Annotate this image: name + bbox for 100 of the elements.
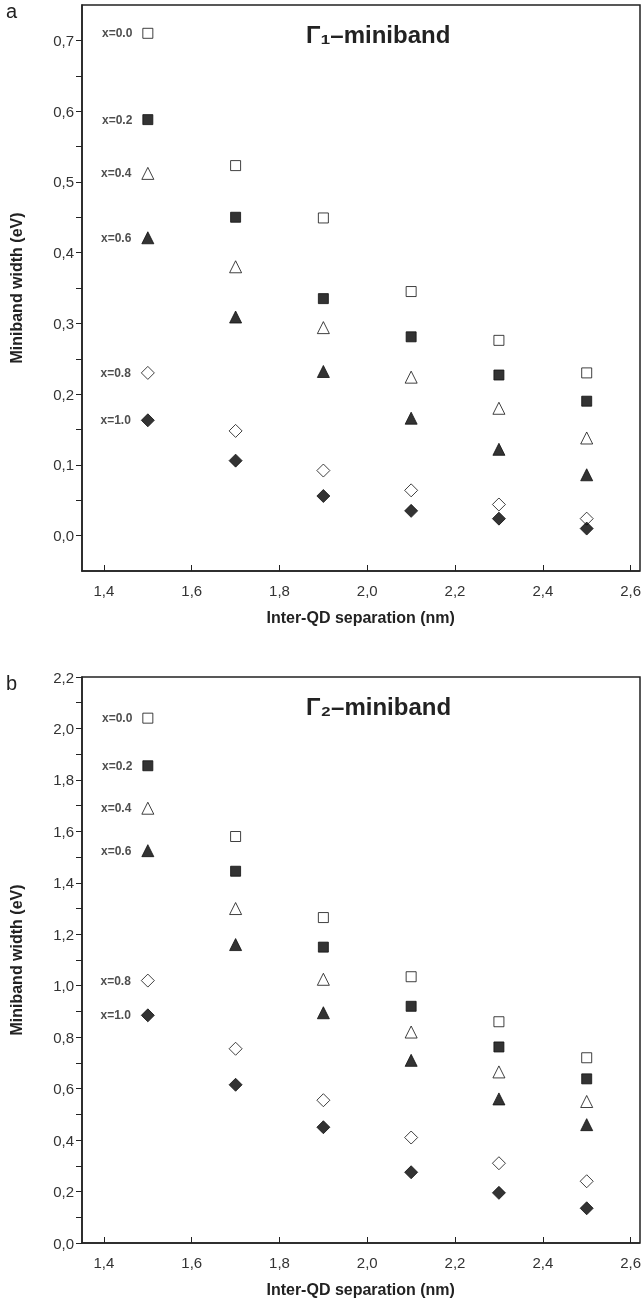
- series-label: x=0.4: [100, 166, 132, 181]
- point: [579, 1174, 594, 1189]
- series-label: x=1.0: [100, 413, 132, 428]
- x-tick-label: 1,6: [181, 1254, 203, 1271]
- x-tick-label: 2,0: [356, 1254, 378, 1271]
- y-tick-label: 0,7: [53, 31, 74, 49]
- point: [491, 1156, 506, 1171]
- x-tick-label: 2,2: [444, 1254, 466, 1271]
- point: [492, 401, 506, 415]
- point: [491, 511, 506, 526]
- point: [491, 1185, 506, 1200]
- x-tick-label: 1,6: [181, 582, 203, 599]
- point: [492, 442, 506, 456]
- y-tick-label: 0,6: [53, 1080, 74, 1098]
- y-tick-label: 0,4: [53, 244, 74, 262]
- x-tick-label: 1,4: [93, 1254, 115, 1271]
- point: [580, 431, 594, 445]
- y-axis-title: Miniband width (eV): [7, 212, 25, 364]
- point: [317, 912, 329, 924]
- point: [230, 160, 242, 172]
- point: [580, 468, 594, 482]
- y-tick-label: 0,3: [53, 314, 74, 332]
- x-axis-title: Inter-QD separation (nm): [266, 1280, 455, 1298]
- point: [492, 1092, 506, 1106]
- point: [493, 369, 505, 381]
- series-label: x=0.2: [101, 758, 133, 773]
- point: [493, 334, 505, 346]
- point: [316, 1093, 331, 1108]
- point: [142, 27, 154, 39]
- point: [317, 941, 329, 953]
- text: Γ₁–miniband: [306, 20, 451, 48]
- y-tick-label: 0,1: [53, 456, 74, 474]
- point: [404, 1165, 419, 1180]
- point: [492, 1065, 506, 1079]
- point: [316, 364, 330, 378]
- point: [581, 1073, 593, 1085]
- point: [229, 310, 243, 324]
- point: [142, 712, 154, 724]
- x-tick-label: 2,6: [620, 582, 641, 599]
- x-tick-label: 2,2: [444, 582, 466, 599]
- text: a: [6, 0, 18, 22]
- point: [228, 1041, 243, 1056]
- y-tick-label: 1,6: [53, 822, 74, 840]
- y-tick-label: 0,6: [53, 102, 74, 120]
- x-tick-label: 1,8: [269, 1254, 290, 1271]
- series-label: x=0.4: [100, 801, 132, 816]
- point: [405, 286, 417, 298]
- point: [405, 331, 417, 343]
- series-label: x=0.8: [100, 973, 132, 988]
- point: [228, 453, 243, 468]
- point: [229, 260, 243, 274]
- x-tick-label: 2,4: [532, 1254, 554, 1271]
- point: [229, 902, 243, 916]
- point: [404, 1025, 418, 1039]
- series-label: x=0.0: [101, 711, 133, 726]
- text: b: [6, 672, 18, 694]
- point: [317, 212, 329, 224]
- y-tick-label: 0,5: [53, 173, 74, 191]
- point: [141, 231, 155, 245]
- point: [493, 1016, 505, 1028]
- y-tick-label: 1,4: [53, 874, 74, 892]
- point: [228, 1077, 243, 1092]
- text: Γ₂–miniband: [306, 692, 452, 720]
- x-tick-label: 2,4: [532, 582, 554, 599]
- point: [316, 972, 330, 986]
- point: [493, 1041, 505, 1053]
- point: [579, 511, 594, 526]
- y-tick-label: 2,2: [53, 668, 74, 686]
- x-tick-label: 1,8: [269, 582, 290, 599]
- y-tick-label: 0,8: [53, 1028, 74, 1046]
- point: [142, 114, 154, 126]
- point: [404, 1053, 418, 1067]
- point: [140, 365, 155, 380]
- point: [581, 367, 593, 379]
- point: [230, 865, 242, 877]
- point: [230, 211, 242, 223]
- point: [580, 1095, 594, 1108]
- series-label: x=1.0: [100, 1008, 132, 1023]
- point: [404, 411, 418, 425]
- point: [140, 1008, 155, 1023]
- y-tick-label: 1,2: [53, 925, 74, 943]
- point: [404, 1130, 419, 1145]
- point: [581, 395, 593, 407]
- y-tick-label: 0,4: [53, 1131, 74, 1149]
- point: [491, 497, 506, 512]
- point: [228, 423, 243, 438]
- point: [229, 938, 243, 952]
- y-tick-label: 1,8: [53, 771, 74, 789]
- x-tick-label: 1,4: [93, 582, 115, 599]
- y-tick-label: 0,0: [53, 527, 74, 545]
- point: [140, 413, 155, 428]
- point: [316, 463, 331, 478]
- series-label: x=0.6: [100, 843, 132, 858]
- point: [405, 1000, 417, 1012]
- y-tick-label: 0,0: [53, 1234, 74, 1252]
- series-label: x=0.0: [101, 26, 133, 41]
- point: [581, 1052, 593, 1064]
- point: [140, 973, 155, 988]
- point: [404, 483, 419, 498]
- point: [405, 971, 417, 983]
